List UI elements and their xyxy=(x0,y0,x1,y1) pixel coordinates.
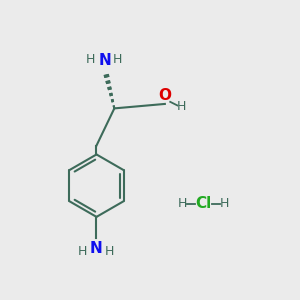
Text: N: N xyxy=(90,241,103,256)
Text: N: N xyxy=(99,53,112,68)
Polygon shape xyxy=(112,105,115,109)
Text: H: H xyxy=(176,100,186,113)
Text: H: H xyxy=(220,197,230,210)
Text: O: O xyxy=(158,88,171,103)
Polygon shape xyxy=(103,74,109,78)
Polygon shape xyxy=(107,86,112,90)
Polygon shape xyxy=(105,80,111,84)
Polygon shape xyxy=(111,99,114,103)
Text: H: H xyxy=(104,245,114,258)
Text: H: H xyxy=(85,53,94,66)
Text: H: H xyxy=(113,53,123,66)
Text: H: H xyxy=(77,245,87,258)
Polygon shape xyxy=(109,93,113,96)
Text: Cl: Cl xyxy=(195,196,212,211)
Text: H: H xyxy=(177,197,187,210)
